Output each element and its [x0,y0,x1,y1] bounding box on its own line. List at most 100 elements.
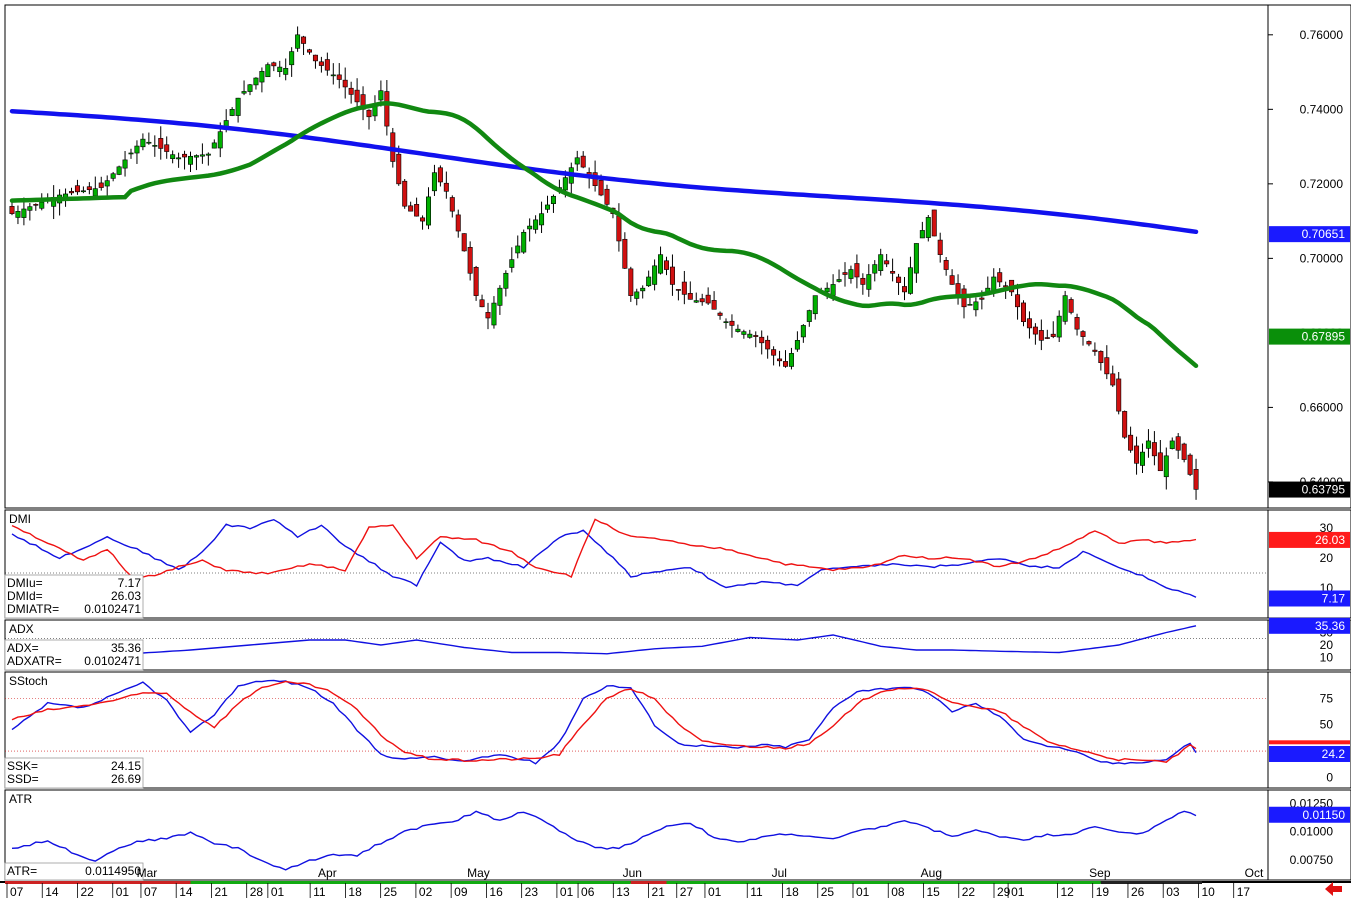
candle-bear [1193,469,1199,490]
candle-bear [74,185,80,193]
candle-bear [765,339,771,350]
candle-bull [330,74,336,77]
candle-bear [443,182,449,192]
readout-label: SSD= [7,772,39,786]
left-arrow-icon[interactable] [1325,882,1342,896]
date-label: 11 [750,885,763,899]
date-label: 01 [1011,885,1025,899]
candle-bear [306,49,312,53]
candle-bull [634,291,640,299]
candle-bear [69,191,75,194]
readout-label: DMIu= [7,576,43,590]
candle-bear [580,155,586,168]
candle-bull [295,34,301,49]
candle-bear [301,36,307,44]
candle-bull [140,138,146,148]
candle-bull [836,279,842,282]
candle-bull [247,84,253,92]
date-label: 01 [116,885,130,899]
date-label: 06 [581,885,595,899]
candle-bear [33,204,39,206]
candle-bear [1134,445,1140,464]
date-label: 22 [81,885,95,899]
dmi-value-tag-dmiu-bg [1269,590,1350,607]
adx-tick-label: 10 [1320,651,1334,665]
candle-bull [550,195,556,204]
candle-bull [170,154,176,159]
date-label: 22 [962,885,976,899]
date-label: 28 [250,885,264,899]
candle-bear [997,272,1003,283]
candle-bull [544,204,550,210]
candle-bull [134,145,140,154]
readout-value: 7.17 [118,576,142,590]
candle-bear [699,298,705,303]
candle-bull [229,109,235,116]
sstoch-tick-label: 50 [1320,718,1334,732]
atr-value-tag-atr: 0.01150 [1303,808,1346,822]
dmi-tick-label: 30 [1320,521,1334,535]
series-line-atr [11,810,1197,871]
date-label: 01 [271,885,285,899]
candle-bear [455,214,461,232]
candle-bear [182,153,188,158]
dmi-value-tag-dmiu: 7.17 [1322,591,1346,605]
candle-bear [408,205,414,212]
dmi-value-tag-dmid: 26.03 [1315,533,1345,547]
adx-tick-label: 20 [1320,638,1334,652]
candle-bear [890,271,896,274]
candle-bear [782,361,788,367]
candle-bear [1044,337,1050,339]
ma-short-value-tag-bg [1269,328,1350,345]
month-label: Jun [623,866,642,880]
candle-bear [1098,351,1104,363]
last-price-tag: 0.63795 [1302,483,1346,497]
candle-bull [241,91,247,94]
date-label: 16 [489,885,503,899]
candle-bear [1086,341,1092,345]
date-label: 02 [419,885,433,899]
candle-bear [854,263,860,278]
x-strip-green [190,881,631,884]
sstoch-readout-box [4,757,144,789]
date-label: 07 [144,885,158,899]
price-tick-label: 0.74000 [1300,102,1344,116]
candle-bull [872,264,878,274]
candle-bear [1104,357,1110,375]
candle-bear [979,297,985,300]
date-label: 14 [179,885,193,899]
candle-bear [467,247,473,274]
adx-value-tag-adx: 35.36 [1315,619,1345,633]
readout-label: ADX= [7,641,39,655]
sstoch-value-tag-ssd [1269,740,1350,745]
candle-bull [104,180,110,187]
axis-frame-atr [1267,789,1351,881]
candle-bull [794,340,800,350]
date-label: 15 [927,885,941,899]
candle-bear [396,153,402,185]
candle-bear [461,233,467,252]
pane-title-atr: ATR [9,792,32,806]
candle-bear [324,59,330,71]
candle-bull [176,157,182,160]
readout-value: 35.36 [111,641,141,655]
readout-value: 0.0114950 [85,864,141,878]
candle-bull [509,259,515,268]
candle-bear [1175,436,1181,451]
candle-bull [259,71,265,83]
candle-bull [574,157,580,165]
candle-bear [901,286,907,293]
candle-bear [485,312,491,319]
candle-bull [913,243,919,274]
price-tick-label: 0.72000 [1300,177,1344,191]
series-line-dmid [11,518,1197,578]
candle-bear [336,74,342,80]
month-label: Aug [921,866,942,880]
candle-bull [800,325,806,338]
date-label: 14 [45,885,59,899]
candle-bear [1187,454,1193,475]
date-label: 27 [680,885,694,899]
candle-bull [188,155,194,165]
date-label: 09 [454,885,468,899]
